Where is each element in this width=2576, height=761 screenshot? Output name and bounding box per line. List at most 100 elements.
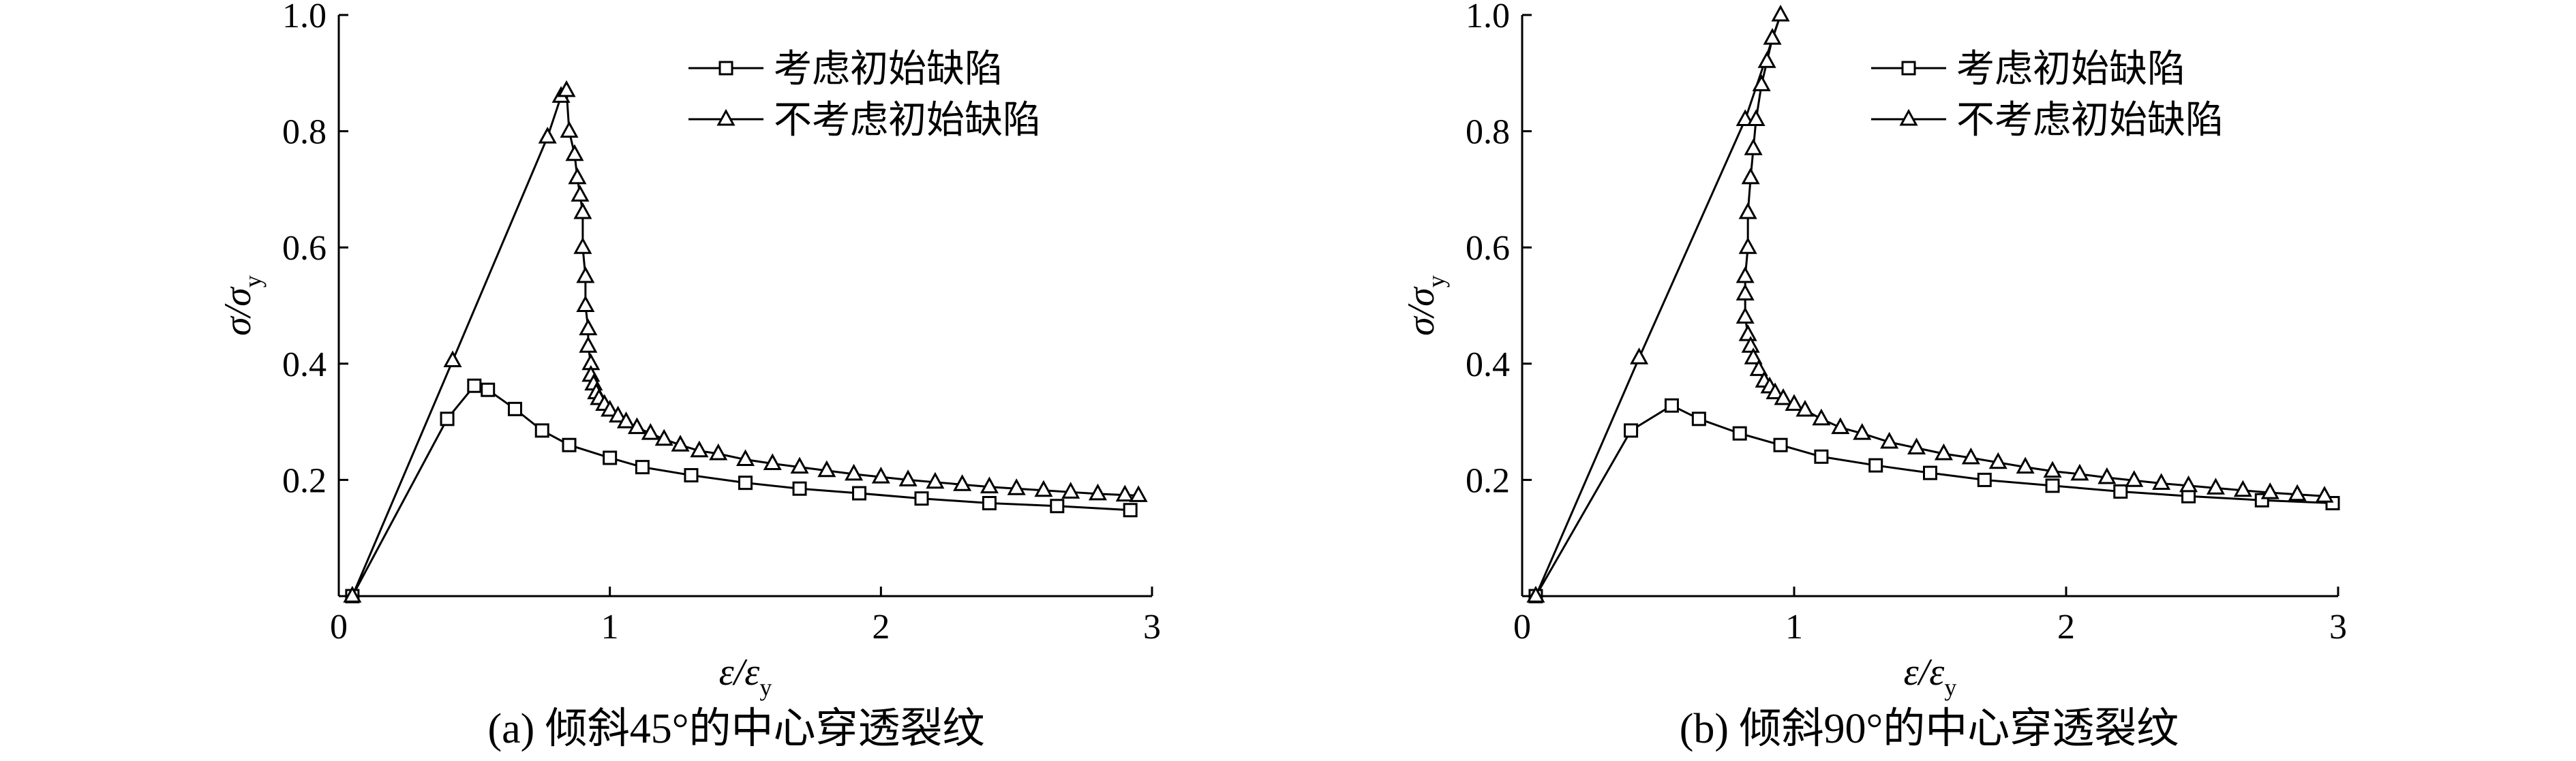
panel-b-series-with-defect-point [1977,472,1992,487]
panel-b-series-with-defect-point [1868,458,1883,473]
panel-b-legend-label: 考虑初始缺陷 [1956,48,2185,91]
panel-a-xtick-label: 0 [330,608,348,647]
panel-a-x-axis-label: ε/εy [719,651,772,701]
panel-a-series-without-defect-point [1129,485,1148,502]
panel-b-series-without-defect-point [2288,484,2307,501]
panel-b-series-with-defect-point [1691,411,1706,426]
panel-a-ytick-label: 0.8 [282,113,327,152]
panel-a-series-without-defect-point [763,453,782,471]
panel-a-series-without-defect-point [1061,482,1080,499]
panel-b-series-without-defect-point [1736,109,1755,127]
panel-a-series-with-defect-point [914,491,929,506]
panel-a-series-without-defect-point [573,202,592,219]
panel-a-caption: (a) 倾斜45°的中心穿透裂纹 [487,706,984,752]
panel-b-series-with-defect-point [1814,449,1829,464]
panel-b-series-without-defect-point [1812,408,1831,426]
panel-a-series-without-defect-point [1115,484,1134,502]
panel-b-series-without-defect-point [1738,237,1757,254]
panel-a-series-without-defect-point [671,435,690,452]
panel-b-series-without-defect-point [2179,475,2198,493]
panel-b-series-with-defect-point [2045,478,2060,493]
panel-a-series-with-defect-point [635,460,650,475]
panel-b-series-without-defect-point [1744,347,1763,364]
panel-b-series-without-defect-point [1746,109,1766,127]
panel-b-series-without-defect-point [1736,283,1755,300]
panel-a-series-with-defect-point [467,378,482,393]
panel-b-ytick-label: 0.4 [1466,345,1510,384]
panel-b-series-without-defect-point [2097,467,2117,484]
panel-a-series-without-defect-point [573,237,592,254]
panel-a-series-without-defect-point [557,80,576,97]
panel-b-series-with-defect-point [1624,423,1639,438]
panel-b-series-with-defect-point [1923,465,1937,480]
panel-a-series-with-defect-point [440,411,455,426]
panel-b-series-without-defect-point [1738,202,1757,219]
panel-a-legend-label: 考虑初始缺陷 [774,48,1003,91]
panel-b-series-without-defect [1526,4,2334,603]
panel-b-series-without-defect-point [2125,470,2144,487]
panel-a-ytick-label: 0.2 [282,461,327,500]
panel-a-series-without-defect-point [1007,478,1026,495]
panel-b-series-without-defect-point [1766,382,1785,399]
panel-b-series-without-defect-point [2152,473,2171,491]
panel-b-series-without-defect-point [1741,167,1760,185]
panel-b-series-without-defect-point [1853,423,1872,440]
panel-a-series-without-defect-point [926,471,945,489]
panel-a-series-without-defect-line [351,88,1139,597]
panel-a-series-without-defect-point [576,295,595,312]
panel-a-series-without-defect-point [538,127,557,144]
panel-a-series-without-defect-point [616,411,636,429]
panel-b-series-without-defect-point [1880,431,1899,449]
panel-b-legend-entry-2: 不考虑初始缺陷 [1871,99,2224,142]
panel-a-series-without-defect-point [443,350,462,368]
panel-a-series-with-defect-point [534,423,549,438]
panel-a-x-axis-label-main: ε/ε [719,651,761,694]
panel-a-series-without-defect-point [845,463,864,481]
panel-a-y-axis-label-sub: y [239,275,267,288]
panel-a-series-with-defect-point [507,401,522,416]
panel-a-series-without-defect-point [871,467,890,484]
panel-b-series-with-defect-point [1664,398,1679,413]
panel-a-ytick-label: 0.4 [282,345,327,384]
panel-b-series-without-defect-point [2016,456,2035,474]
panel-b-series-without-defect-point [1752,74,1771,91]
panel-a-series-without-defect-point [898,469,918,486]
panel-a-series-without-defect-point [571,185,590,202]
panel-b-legend-label: 不考虑初始缺陷 [1956,99,2224,142]
panel-b-series-without-defect-point [1744,138,1763,155]
panel-a-series-with-defect-point [738,476,753,491]
panel-b-y-axis-label-main: σ/σ [1400,286,1442,336]
panel-b-x-axis-label-sub: y [1944,674,1956,701]
panel-a-legend-square-marker [718,61,733,76]
panel-a-series-without-defect-point [627,417,646,435]
panel-b-series-without-defect-point [1736,307,1755,324]
panel-a-series-without-defect-point [343,585,362,603]
panel-a-series-without-defect-point [576,266,595,283]
panel-a-series-without-defect-point [641,423,660,440]
panel-b-ytick-label: 0.8 [1466,113,1510,152]
panel-b-y-axis-label: σ/σy [1400,275,1450,336]
panel-b-series-without-defect-point [2043,461,2062,478]
panel-b-series-with-defect [1528,398,2340,604]
panel-a-series-without-defect-point [1034,480,1053,497]
panel-b-series-without-defect-point [1831,417,1850,435]
panel-a-series-without-defect-point [1088,483,1108,501]
panel-b-xtick-label: 2 [2057,608,2075,647]
panel-b-series-without-defect-point [1988,452,2007,469]
panel-b-series-without-defect-point [1907,437,1926,454]
panel-b-legend-entry-1: 考虑初始缺陷 [1871,48,2185,91]
panel-b-x-axis-label-main: ε/ε [1904,651,1945,694]
panel-a-series-without-defect-point [736,449,755,467]
panel-a-series-without-defect-point [568,167,587,185]
panel-b-series-without-defect-point [1934,443,1953,461]
panel-b-ytick-label: 0.2 [1466,461,1510,500]
panel-b-series-without-defect-point [1757,51,1776,68]
panel-a-ytick-label: 0.6 [282,229,327,268]
panel-a-y-axis-label-main: σ/σ [217,286,259,336]
panel-b-series-without-defect-point [2260,482,2279,499]
panel-b-series-without-defect-point [2233,480,2252,497]
panel-b-series-without-defect-point [1771,4,1790,22]
panel-b-series-with-defect-line [1534,404,2333,597]
panel-a-series-without-defect-point [601,399,620,417]
